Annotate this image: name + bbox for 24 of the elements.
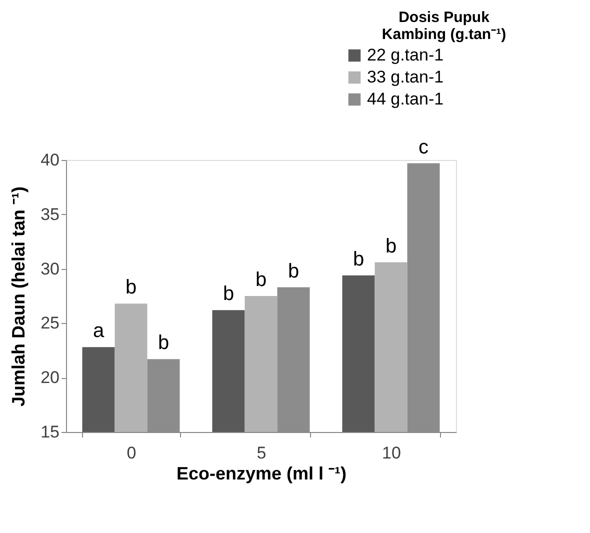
y-tick-label: 35 (40, 204, 60, 224)
legend-label: 33 g.tan-1 (367, 68, 444, 86)
x-tick-label: 10 (382, 444, 401, 462)
y-tick-label: 20 (40, 368, 60, 388)
legend-label: 22 g.tan-1 (367, 46, 444, 64)
data-label: b (222, 283, 234, 306)
y-tick-label: 25 (40, 314, 60, 333)
data-label: b (352, 248, 364, 270)
data-label: b (385, 235, 397, 258)
data-label: b (255, 269, 267, 291)
y-tick-label: 40 (40, 150, 60, 170)
x-tick-label: 0 (126, 444, 136, 462)
y-tick-label: 15 (40, 422, 60, 442)
data-label: b (125, 276, 137, 299)
y-tick-label: 30 (40, 259, 60, 278)
x-tick-label: 5 (256, 444, 266, 462)
legend-label: 44 g.tan-1 (367, 90, 444, 108)
data-label: b (288, 260, 300, 282)
legend-title: Dosis Pupuk Kambing (g.tan⁻¹) (382, 9, 506, 43)
y-axis-title: Jumlah Daun (helai tan ⁻¹) (8, 186, 29, 407)
x-axis-title: Eco-enzyme (ml l ⁻¹) (176, 464, 347, 484)
data-label: c (418, 136, 428, 158)
data-label: a (92, 320, 105, 342)
data-label: b (158, 332, 170, 354)
